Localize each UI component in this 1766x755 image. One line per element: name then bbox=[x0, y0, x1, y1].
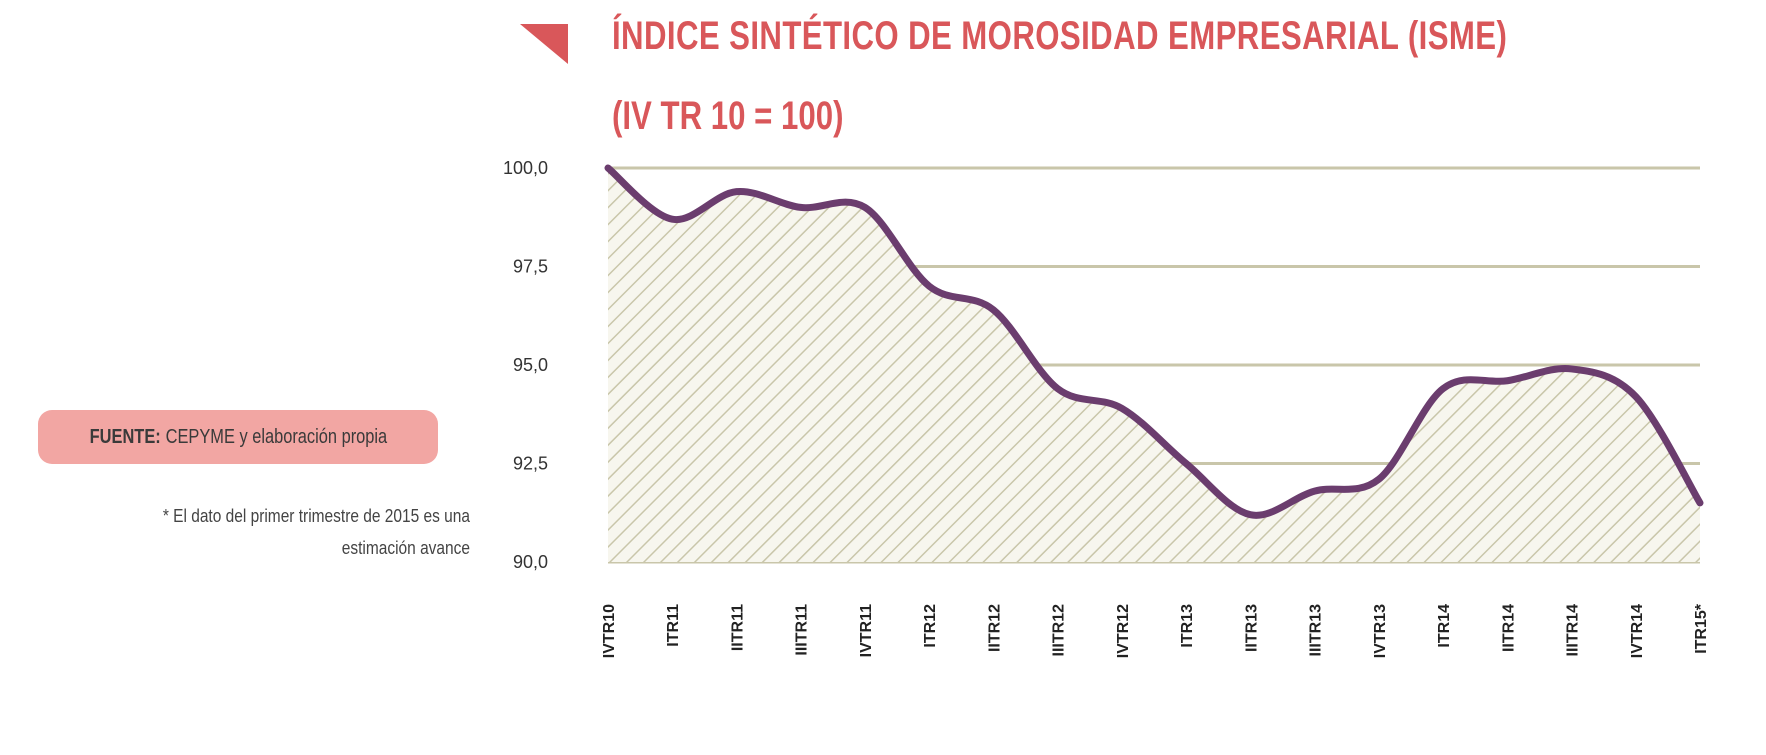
chart-title: ÍNDICE SINTÉTICO DE MOROSIDAD EMPRESARIA… bbox=[612, 14, 1508, 58]
data-point bbox=[1568, 365, 1575, 372]
x-tick-label: IITR14 bbox=[1500, 604, 1517, 652]
data-point bbox=[926, 283, 933, 290]
data-point bbox=[1440, 385, 1447, 392]
data-point bbox=[990, 306, 997, 313]
source-text: CEPYME y elaboración propia bbox=[165, 425, 387, 448]
x-tick-label: IVTR11 bbox=[858, 604, 875, 657]
chart-subtitle: (IV TR 10 = 100) bbox=[612, 94, 844, 138]
area-fill bbox=[608, 168, 1700, 562]
y-tick-label: 90,0 bbox=[513, 552, 548, 572]
data-point bbox=[1632, 393, 1639, 400]
y-tick-label: 97,5 bbox=[513, 257, 548, 277]
data-point bbox=[1183, 460, 1190, 467]
x-tick-label: ITR14 bbox=[1436, 604, 1453, 648]
source-badge: FUENTE: CEPYME y elaboración propia bbox=[38, 410, 438, 464]
data-point bbox=[605, 165, 611, 171]
x-tick-label: IITR13 bbox=[1243, 604, 1260, 652]
data-point bbox=[669, 216, 676, 223]
x-tick-label: IIITR13 bbox=[1308, 604, 1325, 657]
data-point bbox=[1311, 488, 1318, 495]
y-tick-label: 92,5 bbox=[513, 454, 548, 474]
data-point bbox=[1118, 405, 1125, 412]
x-tick-label: IIITR12 bbox=[1051, 604, 1068, 657]
data-point bbox=[1697, 499, 1703, 506]
x-tick-label: IITR12 bbox=[986, 604, 1003, 652]
x-tick-label: ITR12 bbox=[922, 604, 939, 648]
y-tick-label: 95,0 bbox=[513, 355, 548, 375]
data-point bbox=[1054, 385, 1061, 392]
data-point bbox=[733, 188, 740, 195]
footnote: * El dato del primer trimestre de 2015 e… bbox=[162, 506, 470, 558]
x-tick-label: IVTR12 bbox=[1115, 604, 1132, 658]
source-label: FUENTE: bbox=[89, 425, 161, 448]
x-tick-label: ITR15* bbox=[1693, 603, 1710, 654]
data-point bbox=[861, 204, 868, 211]
x-tick-label: ITR11 bbox=[665, 604, 682, 647]
data-point bbox=[1504, 377, 1511, 384]
title-triangle-icon bbox=[520, 24, 568, 64]
data-point bbox=[1247, 511, 1254, 518]
x-tick-label: IVTR10 bbox=[601, 604, 618, 658]
x-tick-label: IITR11 bbox=[729, 604, 746, 651]
x-tick-label: IVTR14 bbox=[1629, 604, 1646, 658]
y-tick-label: 100,0 bbox=[503, 158, 548, 178]
x-tick-label: IIITR11 bbox=[794, 604, 811, 656]
x-tick-label: IVTR13 bbox=[1372, 604, 1389, 658]
data-point bbox=[1375, 476, 1382, 483]
x-tick-label: ITR13 bbox=[1179, 604, 1196, 648]
data-point bbox=[797, 204, 804, 211]
x-tick-label: IIITR14 bbox=[1565, 604, 1582, 657]
